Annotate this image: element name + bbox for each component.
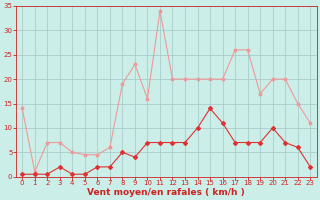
- X-axis label: Vent moyen/en rafales ( km/h ): Vent moyen/en rafales ( km/h ): [87, 188, 245, 197]
